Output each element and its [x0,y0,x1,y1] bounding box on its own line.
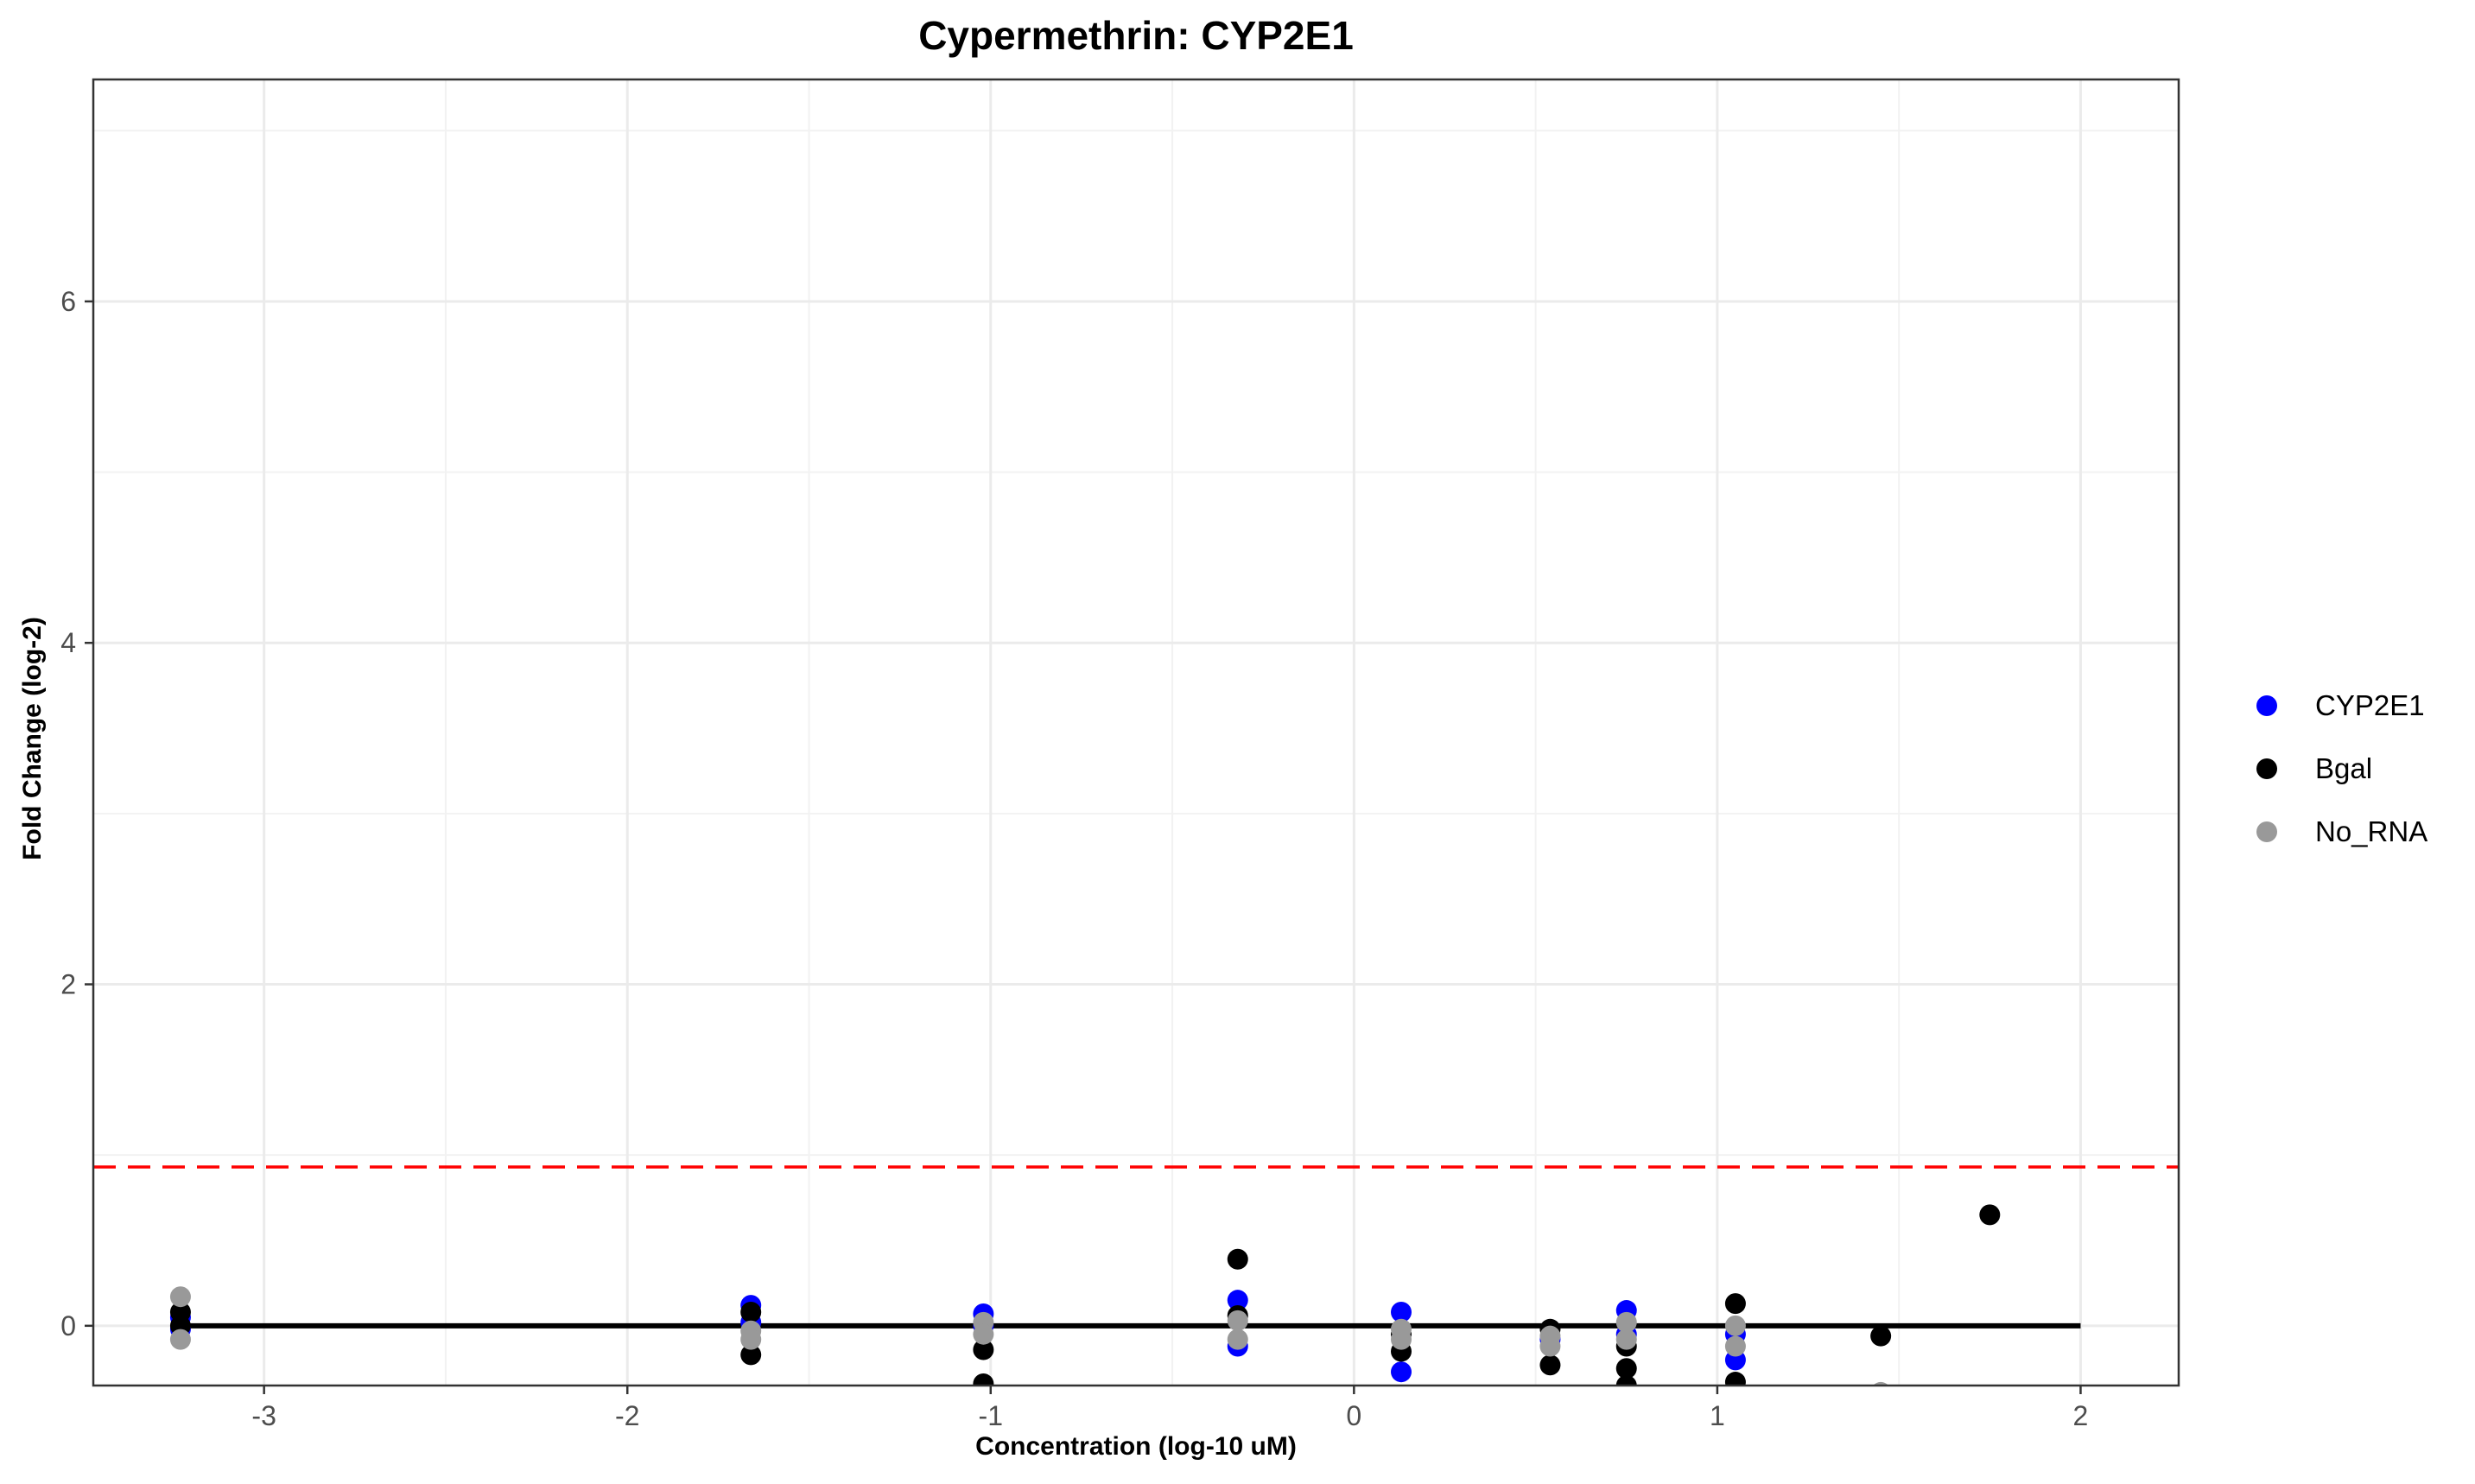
point-no-rna [1227,1310,1248,1331]
point-no-rna [1724,1335,1746,1357]
legend-label-bgal: Bgal [2315,752,2373,784]
legend-item-no-rna: No_RNA [2246,800,2427,863]
legend-item-cyp2e1: CYP2E1 [2246,674,2427,737]
point-no-rna [740,1329,762,1350]
y-axis-ticks: 0 2 4 6 [60,286,93,1341]
grid-lines [93,79,2179,1386]
x-tick-label: 2 [2073,1400,2089,1431]
point-bgal [740,1302,762,1323]
point-bgal [973,1339,994,1360]
legend: CYP2E1 Bgal No_RNA [2246,674,2427,863]
y-tick-label: 0 [60,1310,76,1341]
y-tick-label: 4 [60,627,76,658]
x-tick-label: -1 [979,1400,1003,1431]
point-no-rna [1227,1329,1248,1350]
point-no-rna [1615,1329,1637,1350]
point-no-rna [1539,1335,1561,1357]
point-bgal [1227,1248,1248,1270]
point-no-rna [973,1323,994,1345]
point-no-rna [1615,1311,1637,1333]
plot-panel-background [93,79,2179,1386]
reference-lines [93,1165,2179,1329]
point-bgal [1724,1293,1746,1315]
y-axis-label: Fold Change (log-2) [18,617,47,860]
point-bgal [1870,1325,1892,1347]
point-bgal [1979,1204,2001,1226]
y-tick-label: 2 [60,969,76,1000]
legend-label-cyp2e1: CYP2E1 [2315,688,2425,721]
point-bgal [973,1373,994,1386]
legend-dot-no-rna [2256,821,2277,842]
point-no-rna [169,1286,191,1308]
point-cyp2e1 [1391,1302,1412,1323]
point-bgal [1615,1358,1637,1379]
point-cyp2e1 [1391,1361,1412,1383]
legend-dot-cyp2e1 [2256,694,2277,716]
point-bgal [740,1344,762,1366]
point-bgal [1539,1354,1561,1376]
point-no-rna [1391,1329,1412,1350]
x-tick-label: -2 [615,1400,639,1431]
data-points [169,1204,2001,1386]
chart-title: Cypermethrin: CYP2E1 [918,13,1354,58]
x-tick-label: 1 [1710,1400,1725,1431]
legend-dot-bgal [2256,758,2277,779]
point-cyp2e1 [1227,1290,1248,1311]
legend-label-no-rna: No_RNA [2315,815,2428,847]
y-tick-label: 6 [60,286,76,317]
x-axis-label: Concentration (log-10 uM) [975,1432,1297,1461]
point-no-rna [1724,1315,1746,1336]
plot-panel-border [92,78,2180,1387]
point-bgal [1615,1375,1637,1386]
legend-item-bgal: Bgal [2246,737,2427,800]
x-tick-label: 0 [1346,1400,1361,1431]
point-no-rna [169,1329,191,1350]
x-axis-ticks: -3 -2 -1 0 1 2 [251,1386,2088,1431]
point-bgal [1724,1372,1746,1386]
x-tick-label: -3 [251,1400,276,1431]
